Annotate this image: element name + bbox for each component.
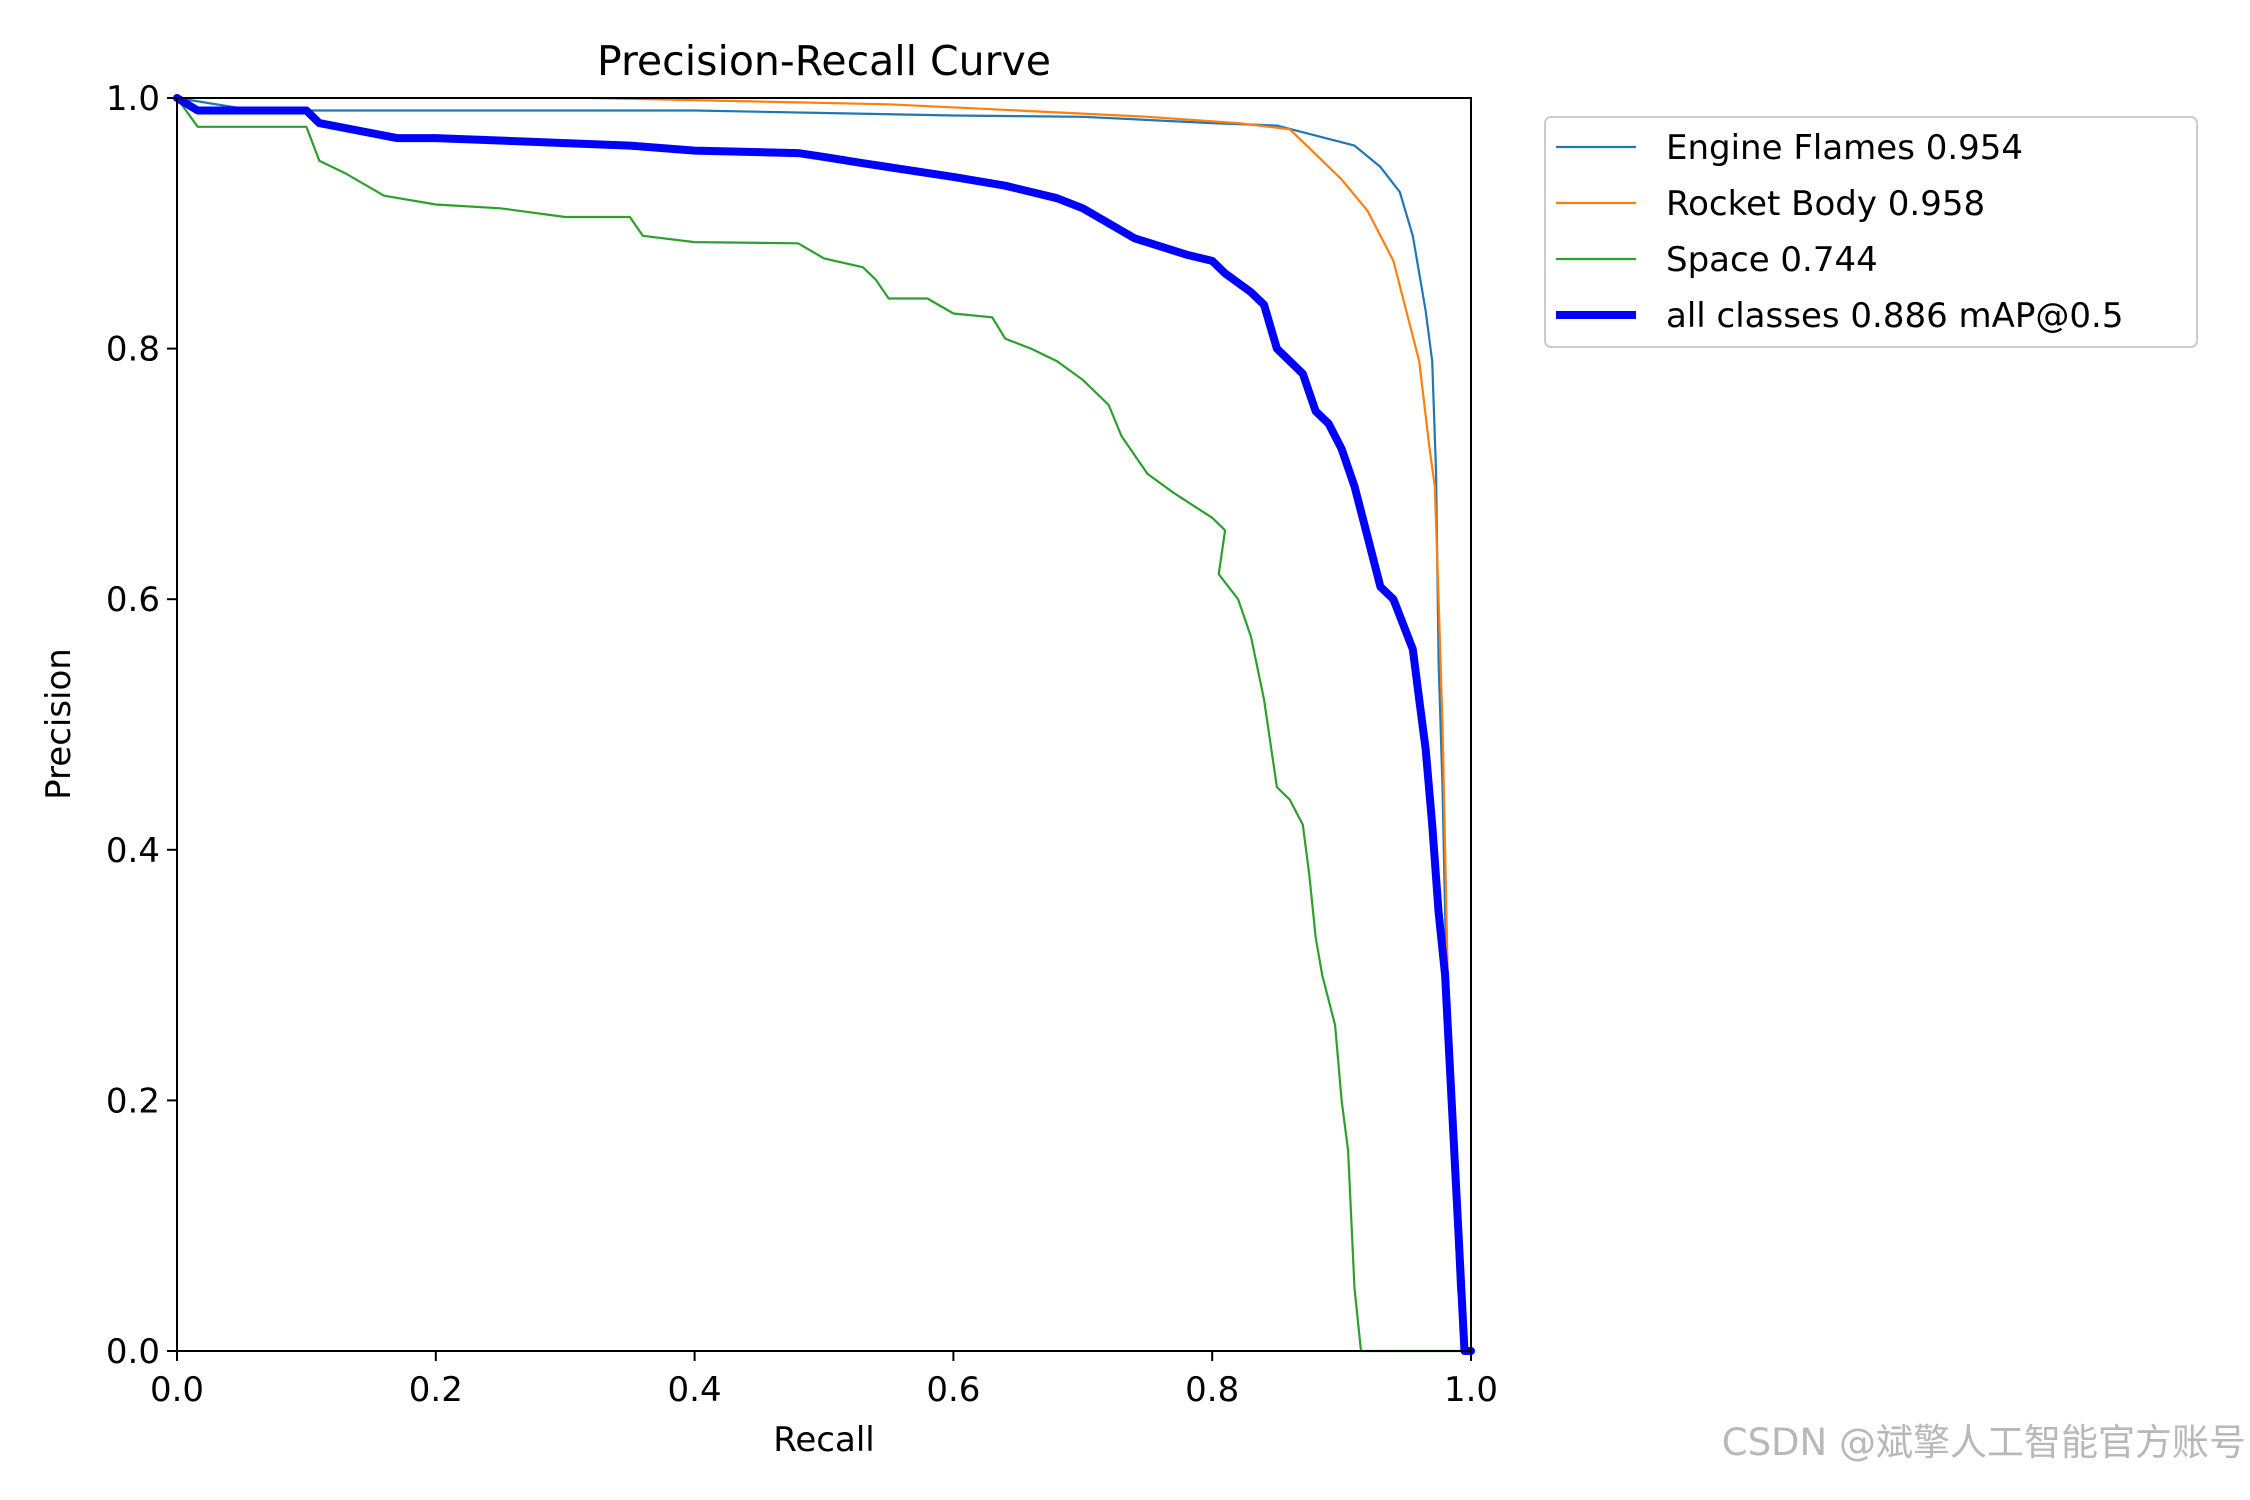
legend-label-1: Rocket Body 0.958 [1666,184,1985,224]
series-layer [173,94,1475,1355]
x-axis-label: Recall [773,1420,874,1460]
x-tick-label: 0.0 [150,1370,204,1410]
series-line-0 [175,96,1466,1353]
y-tick-label: 0.0 [106,1332,160,1372]
plot-frame [176,97,1472,1352]
legend-label-0: Engine Flames 0.954 [1666,128,2023,168]
legend-box [1544,116,2198,348]
series-line-3 [173,94,1475,1355]
legend: Engine Flames 0.954 Rocket Body 0.958 Spac… [1544,116,2198,348]
x-tick-label: 0.8 [1185,1370,1239,1410]
x-tick-label: 1.0 [1444,1370,1498,1410]
x-axis-ticks: 0.0 0.2 0.4 0.6 0.8 1.0 [150,1351,1498,1410]
legend-label-2: Space 0.744 [1666,240,1878,280]
legend-label-3: all classes 0.886 mAP@0.5 [1666,296,2123,336]
plot-background [177,98,1471,1351]
y-tick-label: 0.4 [106,831,160,871]
legend-items: Engine Flames 0.954 Rocket Body 0.958 Spac… [1556,128,2123,336]
y-tick-label: 0.8 [106,330,160,370]
y-tick-label: 1.0 [106,79,160,119]
chart-title: Precision-Recall Curve [597,37,1051,85]
watermark: CSDN @斌擎人工智能官方账号 [1721,1421,2246,1464]
y-tick-label: 0.2 [106,1081,160,1121]
x-tick-label: 0.4 [668,1370,722,1410]
y-axis-ticks: 0.0 0.2 0.4 0.6 0.8 1.0 [106,79,177,1372]
x-tick-label: 0.2 [409,1370,463,1410]
series-line-1 [590,96,1466,1353]
y-axis-label: Precision [39,648,79,800]
series-line-2 [175,96,1466,1353]
y-tick-label: 0.6 [106,580,160,620]
x-tick-label: 0.6 [926,1370,980,1410]
plot-area [173,94,1475,1355]
